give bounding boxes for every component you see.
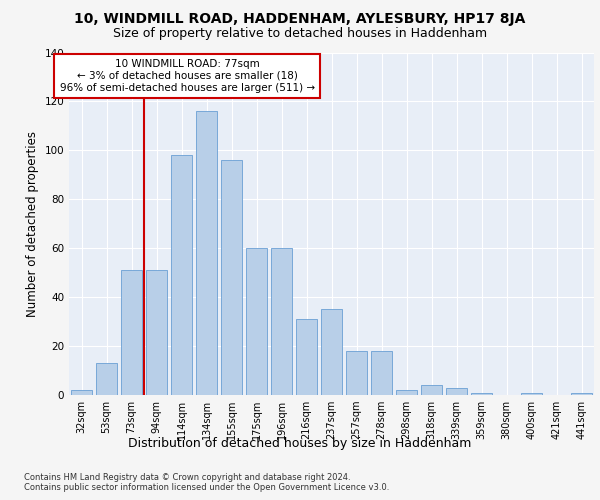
Bar — [446, 388, 467, 395]
Bar — [396, 390, 417, 395]
Bar — [221, 160, 242, 395]
Bar — [371, 351, 392, 395]
Bar — [296, 319, 317, 395]
Bar — [571, 392, 592, 395]
Text: 10 WINDMILL ROAD: 77sqm
← 3% of detached houses are smaller (18)
96% of semi-det: 10 WINDMILL ROAD: 77sqm ← 3% of detached… — [59, 60, 314, 92]
Text: Contains HM Land Registry data © Crown copyright and database right 2024.
Contai: Contains HM Land Registry data © Crown c… — [24, 472, 389, 492]
Bar — [196, 111, 217, 395]
Text: 10, WINDMILL ROAD, HADDENHAM, AYLESBURY, HP17 8JA: 10, WINDMILL ROAD, HADDENHAM, AYLESBURY,… — [74, 12, 526, 26]
Bar — [121, 270, 142, 395]
Bar — [146, 270, 167, 395]
Text: Distribution of detached houses by size in Haddenham: Distribution of detached houses by size … — [128, 438, 472, 450]
Bar — [321, 310, 342, 395]
Bar — [471, 392, 492, 395]
Y-axis label: Number of detached properties: Number of detached properties — [26, 130, 39, 317]
Bar — [171, 155, 192, 395]
Bar — [346, 351, 367, 395]
Bar — [271, 248, 292, 395]
Bar — [521, 392, 542, 395]
Bar — [96, 363, 117, 395]
Text: Size of property relative to detached houses in Haddenham: Size of property relative to detached ho… — [113, 28, 487, 40]
Bar — [246, 248, 267, 395]
Bar — [421, 385, 442, 395]
Bar — [71, 390, 92, 395]
